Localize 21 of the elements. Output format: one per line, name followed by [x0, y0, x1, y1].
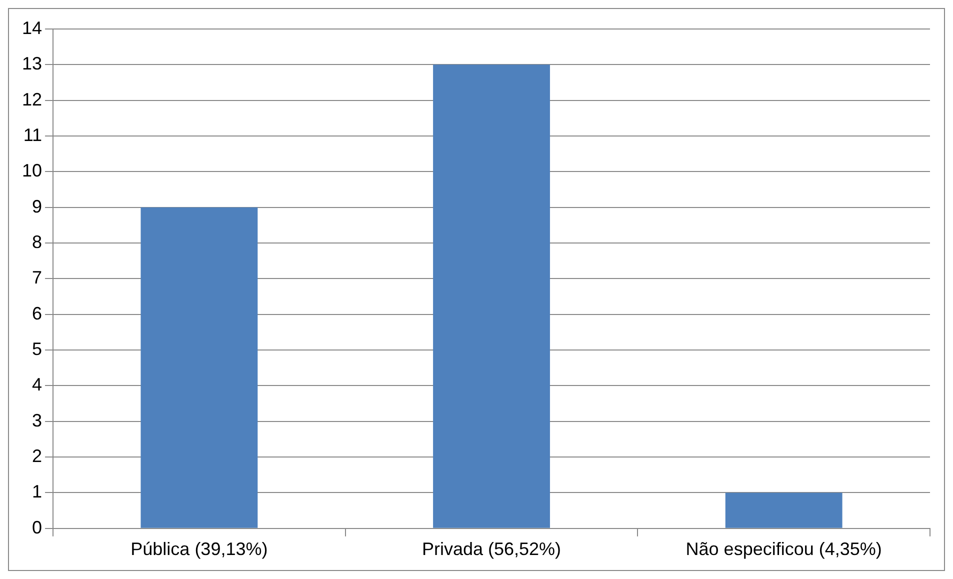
y-tick-label: 8	[32, 232, 42, 252]
y-tick-label: 9	[32, 196, 42, 216]
x-tick-label: Privada (56,52%)	[422, 539, 562, 560]
y-tick-label: 3	[32, 410, 42, 430]
bar	[433, 64, 550, 528]
x-tick-label: Pública (39,13%)	[130, 539, 268, 560]
y-tick-label: 14	[22, 18, 42, 38]
y-tick-label: 10	[22, 160, 42, 181]
y-tick-label: 6	[32, 303, 42, 324]
bar	[140, 207, 258, 528]
y-tick-label: 5	[32, 339, 42, 360]
bar	[725, 492, 842, 528]
y-tick-label: 7	[32, 268, 42, 288]
y-tick-label: 12	[22, 89, 42, 110]
x-tick-label: Não especificou (4,35%)	[686, 539, 882, 560]
y-tick-label: 4	[32, 374, 42, 395]
y-tick-label: 13	[22, 54, 42, 74]
y-tick-label: 11	[23, 124, 42, 145]
y-tick-label: 0	[32, 517, 42, 538]
y-tick-label: 2	[32, 446, 42, 466]
y-tick-label: 1	[32, 482, 42, 502]
